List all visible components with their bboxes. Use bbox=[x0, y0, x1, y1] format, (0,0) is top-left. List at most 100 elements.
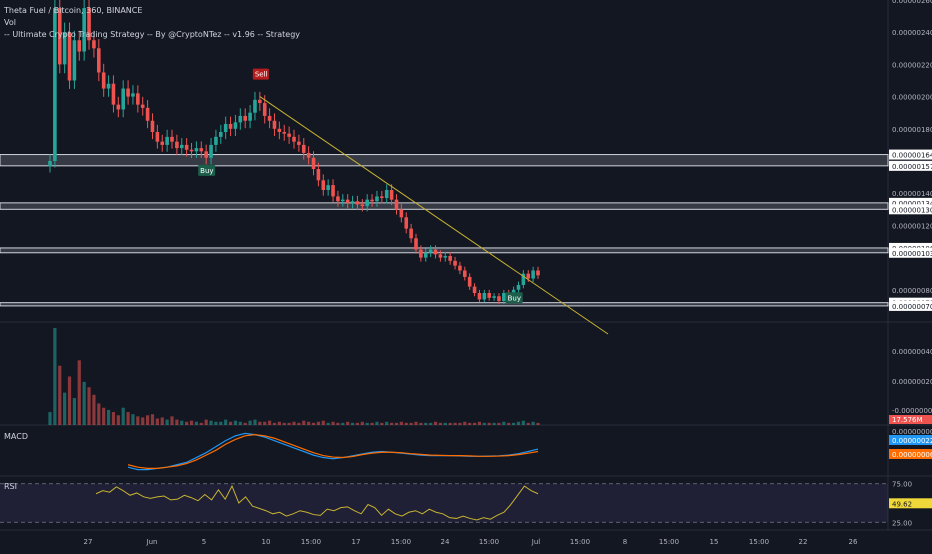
candle-body bbox=[67, 32, 72, 81]
candle-body bbox=[477, 293, 482, 300]
volume-bar bbox=[185, 421, 189, 425]
volume-bar bbox=[311, 422, 316, 425]
rsi-line bbox=[95, 484, 539, 521]
volume-legend[interactable]: Vol bbox=[4, 18, 16, 27]
volume-bar bbox=[228, 421, 233, 425]
x-axis-tick: 8 bbox=[623, 538, 627, 546]
candle-body bbox=[458, 265, 462, 271]
volume-bar bbox=[106, 409, 111, 425]
volume-bar bbox=[482, 422, 486, 425]
volume-bar bbox=[355, 422, 360, 425]
rsi-pane-label[interactable]: RSI bbox=[4, 482, 17, 491]
volume-bar bbox=[321, 420, 325, 425]
volume-bar bbox=[268, 420, 272, 425]
price-tick-label: 0.00000220 bbox=[892, 61, 932, 69]
buy-signal-box bbox=[198, 164, 216, 176]
volume-bar bbox=[433, 421, 438, 425]
candle-body bbox=[423, 252, 428, 258]
macd-value-label: 0.00000022 bbox=[892, 437, 932, 445]
candle-body bbox=[375, 196, 379, 202]
candle-body bbox=[140, 104, 145, 108]
strategy-legend[interactable]: -- Ultimate Crypto Trading Strategy -- B… bbox=[4, 30, 301, 39]
candle-body bbox=[136, 93, 140, 105]
buy-signal-box bbox=[505, 292, 523, 304]
macd-pane-label[interactable]: MACD bbox=[4, 432, 28, 441]
candle-body bbox=[228, 123, 233, 129]
candle-body bbox=[126, 88, 130, 97]
candle-body bbox=[467, 276, 472, 287]
volume-bar bbox=[121, 407, 125, 425]
price-tick-label: 0.00000140 bbox=[892, 190, 932, 198]
candle-body bbox=[355, 201, 360, 205]
price-label-text: 0.00000157 bbox=[892, 163, 932, 171]
candle-body bbox=[345, 199, 350, 203]
volume-bar bbox=[180, 420, 184, 425]
x-axis-tick: 24 bbox=[441, 538, 450, 546]
symbol-title[interactable]: Theta Fuel / Bitcoin, 360, BINANCE bbox=[4, 6, 143, 15]
volume-bar bbox=[53, 328, 57, 425]
volume-bar bbox=[77, 360, 81, 425]
volume-bar bbox=[214, 421, 218, 425]
macd-value-box bbox=[889, 449, 932, 459]
volume-bar bbox=[209, 420, 213, 425]
candle-body bbox=[521, 273, 526, 285]
candle-body bbox=[389, 189, 394, 200]
candle-body bbox=[463, 270, 467, 277]
volume-bar bbox=[370, 422, 374, 425]
candle-body bbox=[272, 120, 277, 129]
volume-bar bbox=[146, 415, 150, 425]
candle-body bbox=[131, 93, 135, 97]
volume-bar bbox=[170, 416, 174, 425]
x-axis-tick: 26 bbox=[849, 538, 858, 546]
volume-bar bbox=[58, 365, 62, 425]
price-label-box bbox=[889, 149, 932, 160]
x-axis-tick: Jul bbox=[531, 538, 541, 546]
candle-body bbox=[258, 99, 262, 104]
x-axis-tick: Jun bbox=[146, 538, 158, 546]
candle-body bbox=[433, 249, 438, 255]
volume-bar bbox=[165, 419, 169, 425]
candle-body bbox=[497, 296, 501, 302]
candle-body bbox=[282, 132, 287, 134]
price-label-box bbox=[889, 160, 932, 171]
candle-body bbox=[316, 169, 321, 181]
candle-body bbox=[492, 296, 496, 298]
sell-signal-box bbox=[252, 68, 269, 80]
candle-body bbox=[482, 293, 487, 300]
candle-body bbox=[536, 270, 540, 276]
candle-body bbox=[511, 289, 516, 295]
candle-body bbox=[448, 255, 452, 261]
last-volume-label: 17.576M bbox=[892, 416, 923, 424]
volume-bar bbox=[341, 422, 345, 425]
volume-bar bbox=[194, 421, 198, 425]
sell-signal-label: Sell bbox=[255, 71, 268, 79]
volume-bar bbox=[448, 422, 452, 425]
candle-body bbox=[184, 144, 189, 150]
candle-body bbox=[87, 8, 91, 41]
volume-bar bbox=[380, 422, 384, 425]
volume-bar bbox=[346, 421, 350, 425]
candle-body bbox=[199, 148, 204, 152]
candle-body bbox=[223, 123, 228, 133]
volume-bar bbox=[385, 421, 389, 425]
volume-bar bbox=[292, 421, 296, 425]
candle-body bbox=[179, 144, 184, 149]
buy-signal-label: Buy bbox=[508, 294, 521, 302]
volume-tick-label: 0.00000020 bbox=[892, 378, 932, 386]
support-resistance-zone bbox=[0, 202, 889, 210]
support-resistance-zone bbox=[0, 154, 889, 167]
volume-bar bbox=[126, 412, 130, 425]
volume-bar bbox=[409, 422, 413, 425]
volume-bar bbox=[63, 392, 67, 425]
volume-bar bbox=[287, 422, 291, 425]
price-label-box bbox=[889, 247, 932, 258]
volume-bar bbox=[150, 414, 155, 425]
rsi-value-label: 49.62 bbox=[892, 500, 912, 508]
candle-body bbox=[194, 148, 199, 152]
candle-body bbox=[204, 151, 208, 158]
candle-body bbox=[243, 115, 247, 121]
candle-body bbox=[370, 199, 374, 202]
volume-bar bbox=[404, 422, 408, 425]
